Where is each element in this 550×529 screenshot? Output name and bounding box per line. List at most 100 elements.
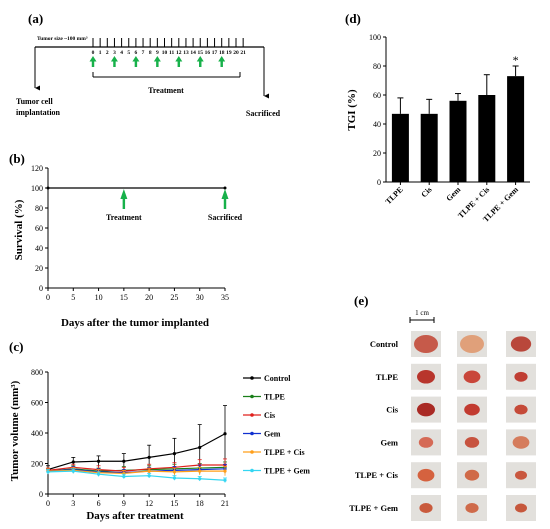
legend-marker xyxy=(250,376,254,380)
tumor-specimen xyxy=(417,370,435,384)
tumor-specimen xyxy=(514,404,528,415)
panel-b-xtick-label: 0 xyxy=(46,293,50,302)
legend-marker xyxy=(250,413,254,417)
panel-b-xtick-label: 30 xyxy=(196,293,204,302)
panel-d-ytick-label: 100 xyxy=(369,33,381,42)
panel-c-ytick-label: 400 xyxy=(31,429,43,438)
timeline-tick-label: 16 xyxy=(205,50,211,56)
tumor-specimen xyxy=(419,503,433,513)
treatment-label: Treatment xyxy=(148,86,184,95)
panel-b-xtick-label: 10 xyxy=(95,293,103,302)
row-label: Control xyxy=(370,339,399,349)
implantation-label-1: Tumor cell xyxy=(16,97,53,106)
tumor-specimen xyxy=(417,402,435,417)
panel-b-xtick-label: 20 xyxy=(145,293,153,302)
timeline-tick-label: 12 xyxy=(176,50,182,56)
timeline-tick-label: 3 xyxy=(113,50,116,56)
legend-marker xyxy=(250,450,254,454)
panel-b-ytick-label: 120 xyxy=(31,164,43,173)
tumor-specimen xyxy=(460,335,484,353)
legend-label: TLPE + Gem xyxy=(264,467,310,476)
series-line xyxy=(47,469,225,475)
data-point xyxy=(46,470,50,474)
panel-c-xtick-label: 15 xyxy=(170,499,178,508)
panel-b-xtick-label: 5 xyxy=(71,293,75,302)
tumor-specimen xyxy=(414,335,438,353)
panel-c-label: (c) xyxy=(9,339,23,354)
legend-marker xyxy=(250,468,254,473)
series-line xyxy=(47,433,226,471)
panel-b-xlabel: Days after the tumor implanted xyxy=(61,317,209,329)
survival-annotation: Sacrificed xyxy=(208,213,243,222)
legend-label: Gem xyxy=(264,430,281,439)
panel-d-category-label: Cis xyxy=(419,185,433,199)
legend-marker xyxy=(250,431,254,436)
panel-d-ytick-label: 60 xyxy=(373,91,381,100)
timeline-tick-label: 17 xyxy=(212,50,218,56)
data-point xyxy=(223,478,227,482)
panel-c-xtick-label: 21 xyxy=(221,499,229,508)
timeline-tick-label: 2 xyxy=(106,50,109,56)
panel-b-xtick-label: 15 xyxy=(120,293,128,302)
timeline-tick-label: 1 xyxy=(99,50,102,56)
panel-d-ytick-label: 80 xyxy=(373,62,381,71)
treatment-arrow-icon xyxy=(89,56,97,67)
panel-b-ytick-label: 0 xyxy=(39,284,43,293)
timeline-tick-label: 20 xyxy=(233,50,239,56)
panel-c-legend: Control TLPE Cis Gem TLPE + Cis TLPE + Gem xyxy=(243,374,310,476)
legend-label: Cis xyxy=(264,411,275,420)
data-point xyxy=(96,459,101,463)
tumor-specimen xyxy=(418,437,434,448)
tumor-specimen xyxy=(515,470,527,480)
data-point xyxy=(172,451,177,456)
panel-b-ytick-label: 40 xyxy=(35,244,43,253)
timeline-tick-label: 5 xyxy=(127,50,130,56)
row-label: TLPE xyxy=(376,372,399,382)
panel-b-ytick-label: 100 xyxy=(31,184,43,193)
timeline-tick-label: 6 xyxy=(135,50,138,56)
legend-label: Control xyxy=(264,374,291,383)
panel-b-label: (b) xyxy=(9,151,25,166)
survival-point xyxy=(46,186,50,190)
panel-d-ytick-label: 40 xyxy=(373,120,381,129)
timeline-tick-label: 21 xyxy=(240,50,246,56)
panel-c-xtick-label: 9 xyxy=(122,499,126,508)
data-point xyxy=(198,445,202,450)
tumor-specimen xyxy=(463,370,481,384)
panel-c-tumor-volume: (c) Tumor volume (mm³) Days after treatm… xyxy=(9,339,310,522)
timeline-tick-label: 4 xyxy=(120,50,123,56)
panel-e-tumor-photos: (e) 1 cm Control TLPE Cis Gem TLPE + Cis TLPE… xyxy=(349,293,536,521)
panel-d-category-label: Gem xyxy=(444,185,462,203)
legend-label: TLPE + Cis xyxy=(264,448,305,457)
data-point xyxy=(172,470,177,474)
tgi-bar xyxy=(507,76,525,182)
panel-c-ytick-label: 0 xyxy=(39,490,43,499)
row-label: TLPE + Gem xyxy=(349,503,398,513)
significance-star: * xyxy=(513,53,519,67)
panel-c-ytick-label: 800 xyxy=(31,368,43,377)
data-point xyxy=(223,469,227,473)
treatment-arrow-icon xyxy=(196,56,204,67)
row-label: Cis xyxy=(386,405,399,415)
tumor-specimen xyxy=(510,336,532,352)
timeline-tick-label: 8 xyxy=(149,50,152,56)
panel-a-timeline: (a) Tumor size ~100 mm³ 0 1 2 3 4 5 6 7 8 9 10 11 12… xyxy=(16,11,281,118)
timeline-tick-label: 11 xyxy=(169,50,174,56)
tumor-specimen xyxy=(512,436,530,449)
data-point xyxy=(172,476,177,480)
implantation-label-2: implantation xyxy=(16,108,61,117)
row-label: Gem xyxy=(381,437,398,447)
tgi-bar xyxy=(449,100,467,182)
panel-e-label: (e) xyxy=(354,293,368,308)
data-point xyxy=(71,460,75,464)
timeline-tick-label: 14 xyxy=(190,50,196,56)
panel-c-xtick-label: 3 xyxy=(71,499,75,508)
survival-arrow-icon xyxy=(221,189,229,209)
survival-arrow-icon xyxy=(120,189,128,209)
timeline-tick-label: 9 xyxy=(156,50,159,56)
series-line xyxy=(47,464,225,472)
panel-c-ytick-label: 600 xyxy=(31,399,43,408)
treatment-arrow-icon xyxy=(110,56,118,67)
